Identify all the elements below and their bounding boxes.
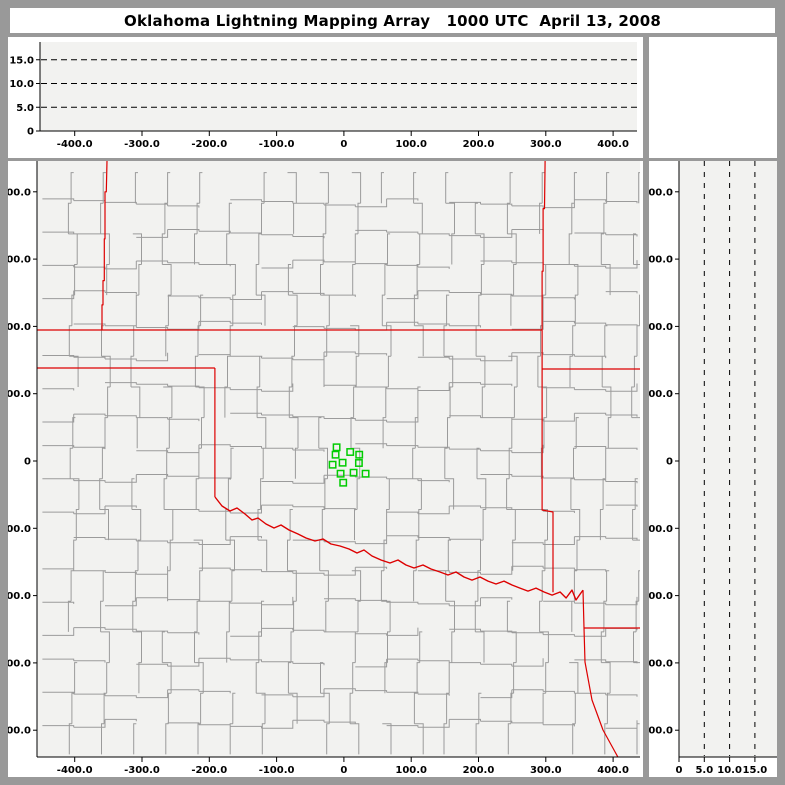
altitude-tick-label: 10.0 bbox=[9, 79, 34, 90]
lma-station-marker bbox=[339, 478, 348, 487]
altitude-tick-label: 5.0 bbox=[695, 765, 713, 776]
eastwest-tick-label: 0 bbox=[340, 139, 347, 150]
eastwest-tick-label: -200.0 bbox=[191, 139, 227, 150]
eastwest-tick-label: 100.0 bbox=[395, 139, 427, 150]
northsouth-tick-label: 100.0 bbox=[649, 389, 673, 400]
altitude-vs-eastwest-plot: 0 5.0 10.0 15.0 -400.0 -300.0 -200.0 -100.0 0 100… bbox=[9, 42, 637, 150]
map-background bbox=[37, 161, 640, 757]
state-border-line bbox=[101, 161, 108, 330]
northsouth-tick-label: 0 bbox=[24, 457, 31, 468]
lma-station-marker bbox=[361, 469, 370, 478]
eastwest-tick-label: 0 bbox=[340, 765, 347, 776]
northsouth-tick-label: 400.0 bbox=[8, 187, 31, 198]
lma-station-marker bbox=[355, 450, 364, 459]
lma-station-marker bbox=[336, 469, 345, 478]
right-altitude-panel: 400.0 300.0 200.0 100.0 0 -100.0 -200.0 -300.0 -… bbox=[649, 161, 777, 777]
lma-station-marker bbox=[338, 458, 347, 467]
eastwest-tick-label: 200.0 bbox=[463, 139, 495, 150]
lma-station-marker bbox=[346, 448, 355, 456]
northsouth-tick-label: 200.0 bbox=[8, 322, 31, 333]
plot-background bbox=[40, 42, 637, 131]
eastwest-tick-label: 400.0 bbox=[597, 765, 629, 776]
top-right-empty-box bbox=[649, 37, 777, 158]
lma-station-marker bbox=[328, 460, 337, 469]
lma-station-marker bbox=[349, 468, 358, 477]
eastwest-tick-label: -100.0 bbox=[259, 139, 295, 150]
lma-station-marker bbox=[332, 443, 341, 452]
title-bar: Oklahoma Lightning Mapping Array 1000 UT… bbox=[10, 8, 775, 33]
eastwest-tick-label: 200.0 bbox=[463, 765, 495, 776]
northsouth-tick-label: 200.0 bbox=[649, 322, 673, 333]
plot-background bbox=[679, 161, 777, 757]
eastwest-tick-label: -300.0 bbox=[124, 765, 160, 776]
county-lines bbox=[42, 172, 640, 755]
eastwest-tick-label: -400.0 bbox=[57, 139, 93, 150]
altitude-tick-label: 15.0 bbox=[9, 55, 34, 66]
state-border-line bbox=[541, 161, 554, 593]
eastwest-tick-label: -400.0 bbox=[57, 765, 93, 776]
altitude-tick-label: 15.0 bbox=[743, 765, 768, 776]
northsouth-tick-label: 100.0 bbox=[8, 389, 31, 400]
lma-station-marker bbox=[331, 450, 340, 459]
altitude-tick-label: 10.0 bbox=[717, 765, 742, 776]
northsouth-tick-label: -200.0 bbox=[8, 591, 31, 602]
northsouth-tick-label: -400.0 bbox=[649, 726, 673, 737]
northsouth-tick-label: 0 bbox=[666, 457, 673, 468]
altitude-tick-label: 5.0 bbox=[16, 103, 34, 114]
eastwest-tick-label: -100.0 bbox=[259, 765, 295, 776]
plan-view-map-panel: 400.0 300.0 200.0 100.0 0 -100.0 -200.0 -300.0 -… bbox=[8, 161, 643, 777]
page-title: Oklahoma Lightning Mapping Array 1000 UT… bbox=[124, 11, 661, 30]
altitude-tick-label: 0 bbox=[27, 127, 34, 138]
top-altitude-panel: 0 5.0 10.0 15.0 -400.0 -300.0 -200.0 -100.0 0 100… bbox=[8, 37, 643, 158]
eastwest-tick-label: 100.0 bbox=[395, 765, 427, 776]
northsouth-tick-label: 300.0 bbox=[8, 255, 31, 266]
northsouth-tick-label: -200.0 bbox=[649, 591, 673, 602]
northsouth-tick-label: -100.0 bbox=[8, 524, 31, 535]
plan-view-map-plot: 400.0 300.0 200.0 100.0 0 -100.0 -200.0 -300.0 -… bbox=[8, 161, 640, 776]
altitude-vs-northsouth-plot: 400.0 300.0 200.0 100.0 0 -100.0 -200.0 -300.0 -… bbox=[649, 161, 777, 776]
eastwest-tick-label: 300.0 bbox=[530, 765, 562, 776]
northsouth-tick-label: -100.0 bbox=[649, 524, 673, 535]
northsouth-tick-label: -300.0 bbox=[8, 658, 31, 669]
eastwest-tick-label: 400.0 bbox=[597, 139, 629, 150]
lma-station-marker bbox=[354, 459, 363, 467]
northsouth-tick-label: 300.0 bbox=[649, 255, 673, 266]
northsouth-tick-label: -300.0 bbox=[649, 658, 673, 669]
eastwest-tick-label: -200.0 bbox=[191, 765, 227, 776]
altitude-tick-label: 0 bbox=[676, 765, 683, 776]
northsouth-tick-label: 400.0 bbox=[649, 187, 673, 198]
northsouth-tick-label: -400.0 bbox=[8, 726, 31, 737]
eastwest-tick-label: 300.0 bbox=[530, 139, 562, 150]
eastwest-tick-label: -300.0 bbox=[124, 139, 160, 150]
red-river-line bbox=[214, 496, 584, 601]
